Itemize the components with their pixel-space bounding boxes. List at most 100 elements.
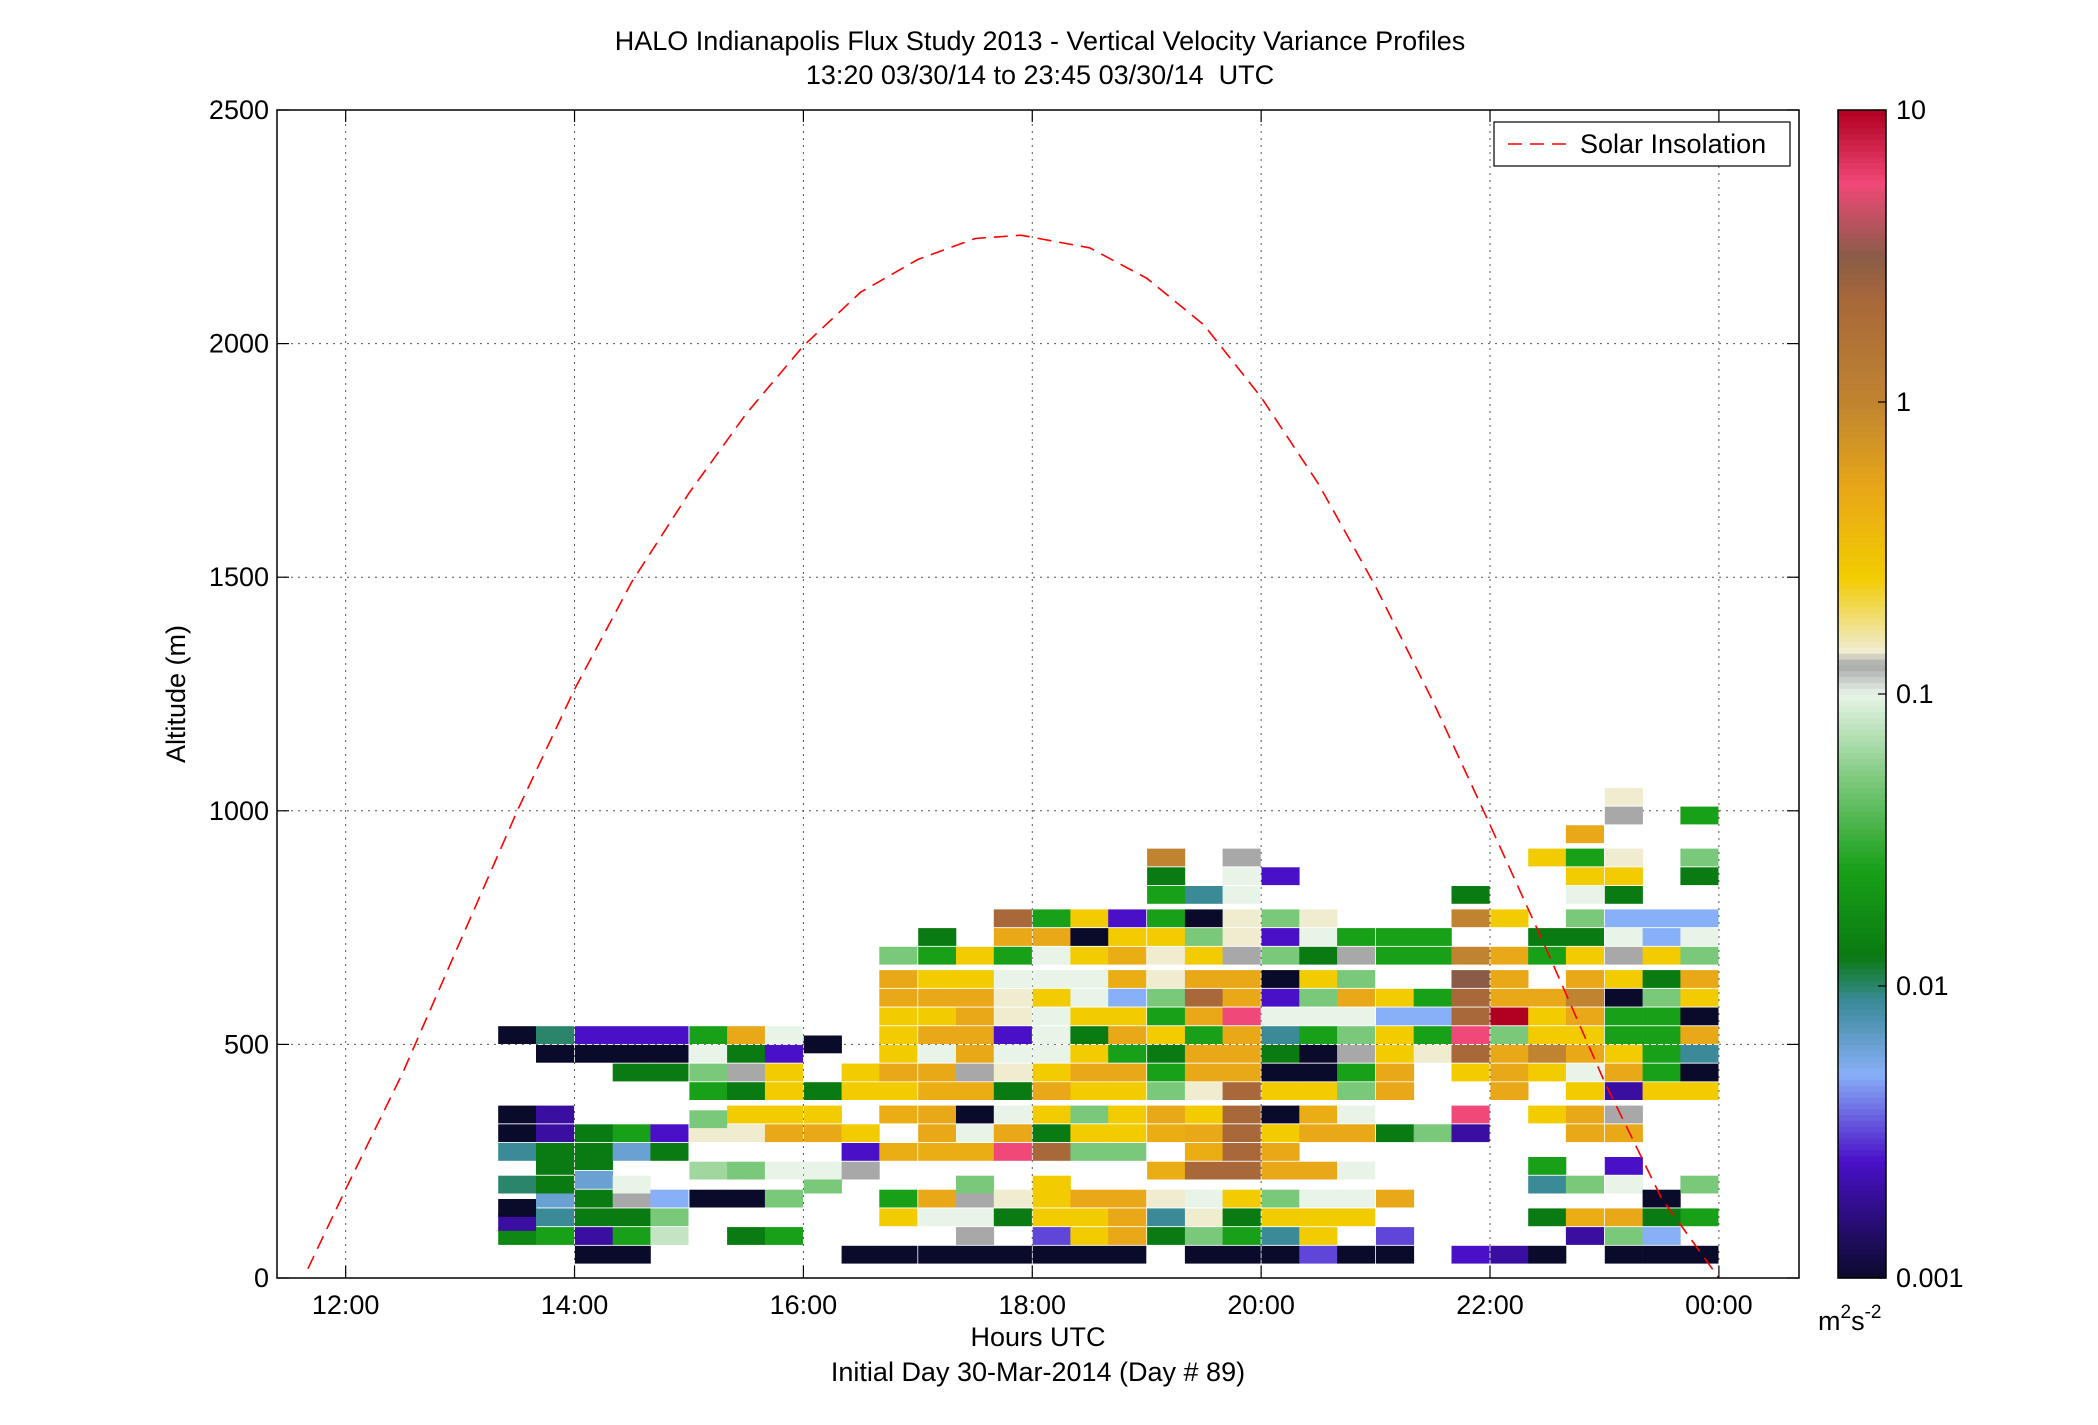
y-axis-label: Altitude (m) [161, 625, 191, 763]
heatmap-cell [841, 1245, 880, 1264]
heatmap-cell [1642, 1245, 1681, 1264]
heatmap-cell [1032, 1189, 1071, 1208]
heatmap-cell [1184, 1227, 1223, 1245]
heatmap-cell [1032, 946, 1071, 965]
colorbar-band [1838, 781, 1886, 789]
colorbar-band [1838, 407, 1886, 415]
heatmap-cell [1108, 928, 1147, 946]
colorbar-band [1838, 226, 1886, 234]
heatmap-cell [1642, 1208, 1681, 1227]
colorbar-band [1838, 723, 1886, 730]
heatmap-cell [841, 1161, 880, 1180]
colorbar-band [1838, 489, 1886, 497]
colorbar-band [1838, 291, 1886, 298]
heatmap-cell [1490, 1026, 1529, 1044]
colorbar-band [1838, 1096, 1886, 1104]
colorbar-band [1838, 390, 1886, 397]
heatmap-cell [612, 1227, 651, 1245]
colorbar-band [1838, 209, 1886, 216]
colorbar-band [1838, 168, 1886, 175]
colorbar-band [1838, 1114, 1886, 1121]
heatmap-cell [1490, 988, 1529, 1007]
colorbar-band [1838, 215, 1886, 222]
heatmap-cell [1565, 1082, 1604, 1100]
heatmap-cell [993, 946, 1032, 965]
heatmap-cell [612, 1175, 651, 1194]
heatmap-cell [1642, 909, 1681, 928]
heatmap-cell [993, 1189, 1032, 1208]
heatmap-cell [1376, 1124, 1415, 1143]
chart-title: HALO Indianapolis Flux Study 2013 - Vert… [615, 26, 1465, 56]
heatmap-cell [1222, 1124, 1261, 1143]
heatmap-cell [689, 1110, 728, 1129]
colorbar-band [1838, 524, 1886, 532]
colorbar-band [1838, 232, 1886, 240]
colorbar-band [1838, 244, 1886, 251]
colorbar-band [1838, 793, 1886, 800]
colorbar-band [1838, 1073, 1886, 1081]
y-tick-label: 1500 [209, 562, 269, 592]
heatmap-cell [689, 1124, 728, 1143]
colorbar-band [1838, 950, 1886, 958]
heatmap-cell [1222, 1007, 1261, 1026]
heatmap-cell [1032, 1026, 1071, 1044]
heatmap-cell [1604, 1026, 1643, 1044]
heatmap-cell [1337, 946, 1376, 965]
colorbar-band [1838, 588, 1886, 596]
heatmap-cell [1108, 946, 1147, 965]
heatmap-cell [1337, 970, 1376, 988]
heatmap-cell [764, 1044, 803, 1063]
heatmap-cell [1565, 848, 1604, 867]
colorbar-band [1838, 1172, 1886, 1180]
colorbar-band [1838, 629, 1886, 637]
heatmap-cell [1222, 909, 1261, 928]
colorbar-band [1838, 518, 1886, 526]
heatmap-cell [1337, 1245, 1376, 1264]
heatmap-cell [1108, 1026, 1147, 1044]
heatmap-cell [1108, 988, 1147, 1007]
heatmap-cell [727, 1227, 766, 1245]
heatmap-cell [956, 1026, 995, 1044]
colorbar-band [1838, 366, 1886, 374]
heatmap-cell [1490, 1082, 1529, 1100]
colorbar-band [1838, 472, 1886, 479]
heatmap-cell [1642, 988, 1681, 1007]
heatmap-cell [956, 1175, 995, 1194]
heatmap-cell [918, 1143, 957, 1161]
heatmap-cell [1528, 1063, 1567, 1082]
heatmap-cell [1642, 1044, 1681, 1063]
colorbar-band [1838, 1015, 1886, 1022]
heatmap-cell [1147, 909, 1186, 928]
heatmap-cell [1565, 1124, 1604, 1143]
heatmap-cell [536, 1175, 575, 1194]
heatmap-cell [1680, 867, 1719, 886]
heatmap-cell [612, 1063, 651, 1082]
heatmap-cell [1565, 1208, 1604, 1227]
heatmap-cell [1299, 1063, 1338, 1082]
heatmap-cell [536, 1026, 575, 1044]
colorbar-band [1838, 1219, 1886, 1227]
y-tick-label: 2000 [209, 329, 269, 359]
heatmap-cell [574, 1189, 613, 1208]
heatmap-cell [1184, 1063, 1223, 1082]
colorbar-band [1838, 606, 1886, 613]
heatmap-cell [1184, 1161, 1223, 1180]
colorbar-band [1838, 384, 1886, 391]
colorbar-unit: m2s-2 [1818, 1302, 1881, 1336]
colorbar-band [1838, 1143, 1886, 1151]
colorbar-band [1838, 594, 1886, 602]
colorbar-band [1838, 437, 1886, 444]
solar-insolation-curve [307, 234, 1720, 1278]
colorbar-band [1838, 1207, 1886, 1215]
colorbar-band [1838, 320, 1886, 327]
heatmap-cell [1337, 928, 1376, 946]
heatmap-cell [764, 1082, 803, 1100]
colorbar-band [1838, 892, 1886, 899]
colorbar-band [1838, 816, 1886, 824]
x-axis-label: Hours UTC [970, 1322, 1105, 1352]
heatmap-cell [1222, 988, 1261, 1007]
colorbar-band [1838, 419, 1886, 426]
heatmap-cell [1337, 1026, 1376, 1044]
heatmap-cell [1604, 1007, 1643, 1026]
colorbar-band [1838, 851, 1886, 859]
